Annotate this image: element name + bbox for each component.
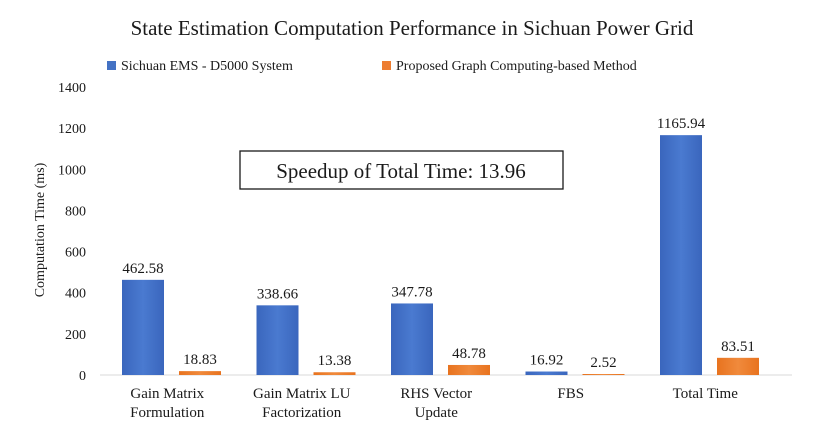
bars xyxy=(122,135,759,375)
y-tick-label: 200 xyxy=(65,328,86,343)
legend-swatch-proposed xyxy=(382,61,391,70)
bar-d5000-fbs xyxy=(525,371,568,375)
legend-swatch-d5000 xyxy=(107,61,116,70)
data-label-proposed-total-time: 83.51 xyxy=(721,339,755,355)
category-label-total-time: Total Time xyxy=(673,386,739,402)
data-label-d5000-fbs: 16.92 xyxy=(530,353,564,369)
data-label-proposed-gain-matrix-formulation: 18.83 xyxy=(183,352,217,368)
category-label-gain-matrix-lu-factorization: Factorization xyxy=(262,405,342,421)
data-label-d5000-rhs-vector-update: 347.78 xyxy=(391,284,432,300)
bar-proposed-fbs xyxy=(582,374,625,375)
y-tick-label: 600 xyxy=(65,246,86,261)
bar-d5000-rhs-vector-update xyxy=(391,303,433,375)
bar-d5000-gain-matrix-formulation xyxy=(122,279,164,375)
chart-title: State Estimation Computation Performance… xyxy=(131,16,694,40)
data-label-d5000-total-time: 1165.94 xyxy=(657,116,706,132)
category-label-gain-matrix-lu-factorization: Gain Matrix LU xyxy=(253,386,351,402)
category-label-rhs-vector-update: Update xyxy=(415,405,459,421)
category-label-gain-matrix-formulation: Formulation xyxy=(130,405,205,421)
category-label-rhs-vector-update: RHS Vector xyxy=(400,386,472,402)
category-labels: Gain Matrix Formulation Gain Matrix LU Fact… xyxy=(130,386,738,421)
bar-proposed-gain-matrix-formulation xyxy=(179,371,221,375)
y-tick-label: 400 xyxy=(65,287,86,302)
data-label-proposed-fbs: 2.52 xyxy=(590,355,616,371)
bar-d5000-total-time xyxy=(660,135,702,375)
y-tick-label: 1400 xyxy=(58,81,86,96)
bar-proposed-rhs-vector-update xyxy=(448,364,490,375)
y-tick-label: 1200 xyxy=(58,122,86,137)
bar-d5000-gain-matrix-lu-factorization xyxy=(256,305,299,375)
data-label-d5000-gain-matrix-formulation: 462.58 xyxy=(122,261,163,277)
data-label-proposed-rhs-vector-update: 48.78 xyxy=(452,346,486,362)
y-tick-label: 800 xyxy=(65,204,86,219)
y-axis-ticks: 0 200 400 600 800 1000 1200 1400 xyxy=(58,81,86,384)
bar-proposed-gain-matrix-lu-factorization xyxy=(313,372,356,375)
legend-label-d5000: Sichuan EMS - D5000 System xyxy=(121,59,293,74)
legend: Sichuan EMS - D5000 System Proposed Grap… xyxy=(107,59,637,74)
speedup-annotation: Speedup of Total Time: 13.96 xyxy=(239,150,564,190)
y-tick-label: 1000 xyxy=(58,163,86,178)
bar-proposed-total-time xyxy=(717,357,759,375)
legend-label-proposed: Proposed Graph Computing-based Method xyxy=(396,59,637,74)
y-tick-label: 0 xyxy=(79,369,86,384)
data-label-d5000-gain-matrix-lu-factorization: 338.66 xyxy=(257,286,299,302)
y-axis-label: Computation Time (ms) xyxy=(33,162,48,297)
category-label-gain-matrix-formulation: Gain Matrix xyxy=(130,386,204,402)
speedup-annotation-box xyxy=(239,150,564,190)
data-labels: 462.58 18.83 338.66 13.38 347.78 48.78 16.92 2.… xyxy=(122,116,755,371)
data-label-proposed-gain-matrix-lu-factorization: 13.38 xyxy=(318,353,352,369)
category-label-fbs: FBS xyxy=(557,386,584,402)
speedup-annotation-text: Speedup of Total Time: 13.96 xyxy=(276,159,526,183)
